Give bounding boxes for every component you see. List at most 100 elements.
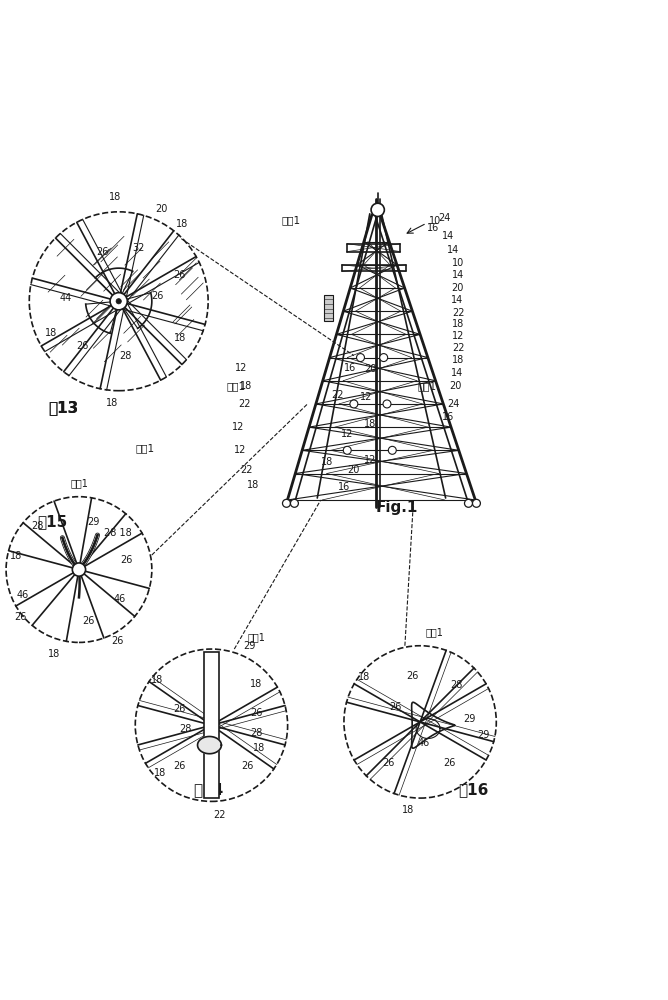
Text: 10: 10 — [429, 216, 441, 226]
Text: 图15: 图15 — [37, 514, 67, 529]
Text: 46: 46 — [17, 590, 29, 600]
Circle shape — [388, 446, 396, 454]
Text: 46: 46 — [418, 738, 430, 748]
Circle shape — [383, 400, 391, 408]
Text: 26: 26 — [174, 761, 186, 771]
Text: 见图1: 见图1 — [426, 627, 444, 637]
Text: 12: 12 — [341, 429, 353, 439]
Circle shape — [371, 203, 384, 216]
Text: 18: 18 — [247, 480, 259, 490]
Text: 26: 26 — [96, 247, 108, 257]
Text: 26: 26 — [174, 270, 186, 280]
Text: 18: 18 — [174, 333, 186, 343]
Text: 24: 24 — [447, 399, 460, 409]
Text: 26: 26 — [444, 758, 456, 768]
Circle shape — [357, 354, 365, 362]
Text: 18: 18 — [151, 675, 163, 685]
Text: 见图1: 见图1 — [281, 215, 301, 225]
Text: 22: 22 — [331, 390, 343, 400]
Text: 14: 14 — [447, 245, 460, 255]
Text: 20: 20 — [449, 381, 462, 391]
Text: 26: 26 — [174, 704, 186, 714]
Text: 26: 26 — [406, 671, 418, 681]
Text: 12: 12 — [235, 363, 247, 373]
Text: 见图1: 见图1 — [226, 381, 246, 391]
Text: 28: 28 — [179, 724, 191, 734]
Text: 18: 18 — [154, 768, 166, 778]
Text: 12: 12 — [364, 455, 377, 465]
Text: 18: 18 — [110, 192, 122, 202]
Text: 见图1: 见图1 — [70, 478, 88, 488]
Circle shape — [116, 299, 122, 304]
Text: 46: 46 — [114, 594, 126, 604]
Text: 18: 18 — [106, 398, 118, 408]
Text: 29: 29 — [244, 641, 256, 651]
Text: 26: 26 — [120, 555, 133, 565]
Text: 16: 16 — [442, 412, 454, 422]
Text: 14: 14 — [442, 231, 454, 241]
Text: 22: 22 — [238, 399, 250, 409]
Circle shape — [350, 400, 358, 408]
Text: 32: 32 — [132, 243, 145, 253]
Text: 18: 18 — [357, 672, 370, 682]
Text: 26: 26 — [15, 612, 27, 622]
Text: 18: 18 — [364, 419, 377, 429]
Text: 见图1: 见图1 — [248, 632, 265, 642]
Circle shape — [110, 293, 128, 310]
Bar — [204, 652, 218, 798]
Text: 18: 18 — [250, 679, 263, 689]
Polygon shape — [324, 295, 333, 321]
Text: 图14: 图14 — [193, 783, 223, 798]
Text: 18: 18 — [452, 355, 465, 365]
Text: 10: 10 — [452, 258, 465, 268]
Circle shape — [379, 354, 387, 362]
Text: 20: 20 — [364, 364, 377, 374]
Text: Fig.1: Fig.1 — [375, 500, 418, 515]
Text: 28 18: 28 18 — [104, 528, 131, 538]
Text: 见图1: 见图1 — [136, 443, 155, 453]
Text: 22: 22 — [452, 343, 465, 353]
Text: 22: 22 — [452, 308, 465, 318]
Circle shape — [283, 499, 291, 507]
Text: 28: 28 — [250, 728, 263, 738]
Text: 18: 18 — [253, 743, 265, 753]
Text: 16: 16 — [345, 363, 357, 373]
Text: 22: 22 — [213, 810, 226, 820]
Text: 20: 20 — [451, 283, 464, 293]
Text: 14: 14 — [451, 368, 464, 378]
Text: 16: 16 — [428, 223, 440, 233]
Text: 18: 18 — [10, 551, 22, 561]
Text: 18: 18 — [47, 649, 60, 659]
Text: 29: 29 — [477, 730, 489, 740]
Text: 14: 14 — [452, 270, 465, 280]
Text: 29: 29 — [464, 714, 476, 724]
Text: 22: 22 — [240, 465, 253, 475]
Text: 29: 29 — [88, 517, 100, 527]
Circle shape — [472, 499, 480, 507]
Text: 14: 14 — [451, 295, 464, 305]
Text: 24: 24 — [438, 213, 450, 223]
Circle shape — [343, 446, 351, 454]
Text: 26: 26 — [111, 636, 124, 646]
Text: 28: 28 — [450, 680, 463, 690]
Text: 18: 18 — [321, 457, 333, 467]
Text: 图16: 图16 — [458, 783, 488, 798]
Text: 18: 18 — [402, 805, 414, 815]
Text: 26: 26 — [242, 761, 254, 771]
Text: 12: 12 — [232, 422, 244, 432]
Text: 26: 26 — [151, 291, 163, 301]
Text: 18: 18 — [176, 219, 188, 229]
Text: 26: 26 — [382, 758, 395, 768]
Text: 28: 28 — [31, 521, 44, 531]
Text: 26: 26 — [250, 708, 263, 718]
Text: 图13: 图13 — [49, 400, 79, 415]
Text: 44: 44 — [59, 293, 72, 303]
Text: 20: 20 — [347, 465, 360, 475]
Circle shape — [72, 563, 86, 576]
Text: 26: 26 — [76, 341, 88, 351]
Text: 18: 18 — [240, 381, 253, 391]
Text: 18: 18 — [452, 319, 465, 329]
Text: 12: 12 — [359, 392, 372, 402]
Text: 16: 16 — [338, 482, 350, 492]
Circle shape — [291, 499, 299, 507]
